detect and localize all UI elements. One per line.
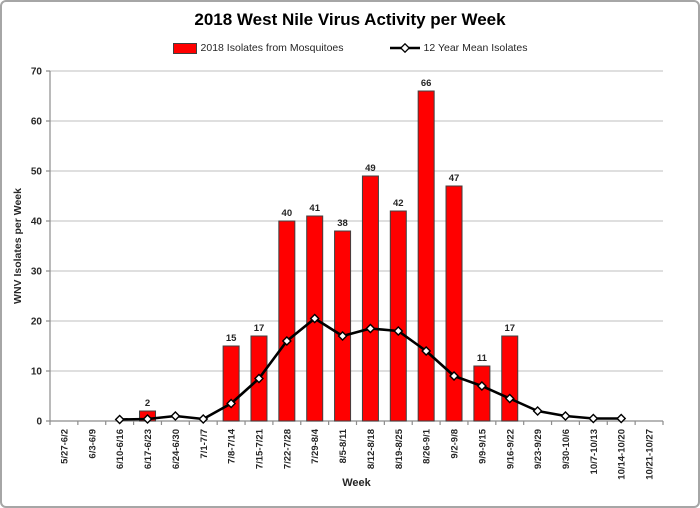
x-tick-label: 7/15-7/21	[254, 428, 265, 469]
y-axis-title: WNV Isolates per Week	[12, 188, 24, 304]
diamond-marker-icon	[449, 371, 460, 381]
bar-swatch-icon	[172, 42, 197, 54]
legend: 2018 Isolates from Mosquitoes 12 Year Me…	[2, 42, 698, 54]
bar-data-label: 40	[282, 208, 293, 219]
bar	[417, 90, 435, 422]
x-tick-label: 6/17-6/23	[143, 429, 154, 469]
x-tick-label: 8/5-8/11	[338, 428, 349, 463]
diamond-marker-icon	[170, 411, 181, 421]
x-tick-label: 6/10-6/16	[115, 429, 126, 469]
diamond-marker-icon	[393, 326, 404, 336]
diamond-marker-icon	[142, 414, 153, 424]
diamond-marker-icon	[588, 413, 599, 424]
bar-data-label: 2	[145, 398, 150, 409]
diamond-marker-icon	[476, 381, 487, 391]
bar-data-label: 42	[393, 198, 404, 209]
bar-data-label: 11	[477, 353, 488, 364]
diamond-marker-icon	[281, 336, 292, 346]
bar	[389, 210, 407, 422]
x-tick-label: 9/9-9/15	[477, 428, 488, 464]
bar-data-label: 17	[504, 323, 515, 334]
legend-label-bars: 2018 Isolates from Mosquitoes	[200, 42, 344, 54]
chart-title: 2018 West Nile Virus Activity per Week	[194, 10, 506, 29]
x-tick-label: 10/14-10/20	[617, 429, 628, 480]
y-tick-label: 70	[31, 67, 43, 78]
bar-data-label: 49	[365, 163, 376, 174]
diamond-marker-icon	[114, 414, 125, 425]
diamond-marker-icon	[532, 406, 543, 416]
legend-label-line: 12 Year Mean Isolates	[423, 42, 528, 54]
diamond-marker-icon	[253, 373, 264, 384]
x-tick-label: 7/8-7/14	[227, 428, 238, 464]
bar	[473, 365, 491, 422]
x-tick-label: 10/21-10/27	[645, 429, 656, 480]
y-tick-label: 0	[36, 417, 42, 428]
y-tick-label: 60	[31, 117, 43, 128]
x-tick-label: 9/23-9/29	[533, 429, 544, 469]
x-tick-label: 8/19-8/25	[394, 428, 405, 469]
x-tick-label: 9/30-10/6	[561, 429, 572, 469]
diamond-marker-icon	[337, 331, 348, 341]
x-tick-label: 5/27-6/2	[59, 429, 70, 464]
diamond-marker-icon	[560, 411, 571, 421]
x-tick-label: 10/7-10/13	[589, 429, 600, 474]
legend-item-line: 12 Year Mean Isolates	[389, 42, 528, 54]
diamond-marker-icon	[421, 346, 432, 356]
diamond-marker-icon	[226, 398, 237, 409]
x-tick-label: 6/3-6/9	[87, 429, 98, 459]
bar-data-label: 41	[309, 203, 320, 214]
y-tick-label: 50	[31, 167, 43, 178]
bar	[445, 185, 463, 422]
x-axis-title: Week	[342, 477, 371, 489]
bar-data-label: 38	[337, 218, 348, 229]
x-tick-label: 9/16-9/22	[505, 429, 516, 469]
diamond-marker-icon	[309, 313, 320, 324]
x-tick-label: 9/2-9/8	[450, 429, 461, 459]
y-tick-label: 20	[31, 317, 43, 328]
bar	[501, 335, 519, 422]
x-tick-label: 7/1-7/7	[199, 429, 210, 459]
x-tick-label: 8/26-9/1	[422, 428, 433, 464]
bar-data-label: 15	[226, 333, 237, 344]
line-diamond-swatch-icon	[389, 43, 420, 53]
y-tick-label: 40	[31, 217, 43, 228]
bar	[334, 230, 352, 422]
x-tick-label: 7/29-8/4	[310, 428, 321, 464]
diamond-marker-icon	[365, 323, 376, 334]
bar-data-label: 17	[254, 323, 265, 334]
bar	[361, 175, 379, 422]
x-tick-label: 6/24-6/30	[171, 429, 182, 469]
x-tick-label: 7/22-7/28	[282, 429, 293, 469]
x-tick-label: 8/12-8/18	[366, 429, 377, 469]
diamond-marker-icon	[198, 414, 209, 424]
diamond-marker-icon	[616, 413, 627, 424]
y-tick-label: 10	[31, 367, 43, 378]
legend-item-bars: 2018 Isolates from Mosquitoes	[172, 42, 344, 54]
y-tick-label: 30	[31, 267, 43, 278]
bar	[278, 220, 296, 422]
diamond-marker-icon	[504, 393, 515, 404]
bar-data-label: 66	[421, 78, 432, 89]
bar	[222, 345, 240, 422]
bar-data-label: 47	[449, 173, 460, 184]
